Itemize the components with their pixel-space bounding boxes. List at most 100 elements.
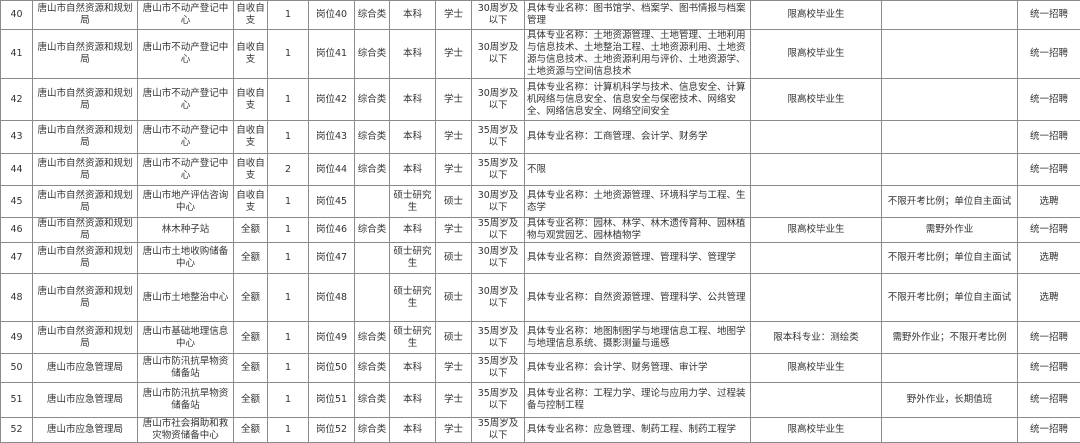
cell-post: 岗位45 xyxy=(309,186,355,218)
cell-post: 岗位52 xyxy=(309,418,355,443)
cell-major: 具体专业名称：土地资源管理、土地管理、土地利用与信息技术、土地整治工程、土地资源… xyxy=(525,30,751,79)
cell-post: 岗位44 xyxy=(309,154,355,186)
cell-note: 不限开考比例；单位自主面试 xyxy=(882,274,1018,322)
cell-education: 硕士研究生 xyxy=(390,243,436,274)
cell-funding: 自收自支 xyxy=(234,1,268,30)
cell-count: 1 xyxy=(268,121,309,154)
cell-age: 35周岁及以下 xyxy=(472,383,525,418)
cell-post: 岗位47 xyxy=(309,243,355,274)
cell-no: 49 xyxy=(1,322,33,354)
cell-count: 1 xyxy=(268,383,309,418)
cell-degree: 硕士 xyxy=(436,186,472,218)
cell-funding: 自收自支 xyxy=(234,30,268,79)
cell-unit: 林木种子站 xyxy=(138,218,234,243)
cell-category: 综合类 xyxy=(355,121,390,154)
cell-other xyxy=(751,243,882,274)
cell-degree: 硕士 xyxy=(436,274,472,322)
cell-age: 30周岁及以下 xyxy=(472,1,525,30)
cell-dept: 唐山市自然资源和规划局 xyxy=(33,274,138,322)
cell-major: 具体专业名称：工程力学、理论与应用力学、过程装备与控制工程 xyxy=(525,383,751,418)
cell-method: 统一招聘 xyxy=(1018,30,1080,79)
cell-method: 选聘 xyxy=(1018,243,1080,274)
cell-major: 具体专业名称：地图制图学与地理信息工程、地图学与地理信息系统、摄影测量与遥感 xyxy=(525,322,751,354)
cell-dept: 唐山市应急管理局 xyxy=(33,418,138,443)
cell-unit: 唐山市防汛抗旱物资储备站 xyxy=(138,354,234,383)
cell-other xyxy=(751,154,882,186)
cell-other xyxy=(751,383,882,418)
cell-other xyxy=(751,186,882,218)
cell-post: 岗位41 xyxy=(309,30,355,79)
cell-major: 具体专业名称：自然资源管理、管理科学、公共管理 xyxy=(525,274,751,322)
cell-education: 本科 xyxy=(390,418,436,443)
cell-degree: 学士 xyxy=(436,30,472,79)
cell-note xyxy=(882,30,1018,79)
cell-no: 43 xyxy=(1,121,33,154)
cell-major: 具体专业名称：会计学、财务管理、审计学 xyxy=(525,354,751,383)
cell-count: 1 xyxy=(268,79,309,121)
cell-note xyxy=(882,79,1018,121)
cell-post: 岗位49 xyxy=(309,322,355,354)
cell-age: 35周岁及以下 xyxy=(472,154,525,186)
cell-age: 30周岁及以下 xyxy=(472,30,525,79)
cell-unit: 唐山市不动产登记中心 xyxy=(138,79,234,121)
cell-age: 35周岁及以下 xyxy=(472,418,525,443)
cell-degree: 学士 xyxy=(436,1,472,30)
cell-unit: 唐山市防汛抗旱物资储备站 xyxy=(138,383,234,418)
cell-degree: 学士 xyxy=(436,354,472,383)
cell-category: 综合类 xyxy=(355,154,390,186)
cell-note: 野外作业，长期值班 xyxy=(882,383,1018,418)
cell-degree: 学士 xyxy=(436,121,472,154)
cell-other xyxy=(751,121,882,154)
cell-category: 综合类 xyxy=(355,79,390,121)
cell-funding: 自收自支 xyxy=(234,186,268,218)
cell-no: 40 xyxy=(1,1,33,30)
cell-note xyxy=(882,1,1018,30)
cell-education: 本科 xyxy=(390,383,436,418)
cell-note xyxy=(882,354,1018,383)
cell-dept: 唐山市自然资源和规划局 xyxy=(33,1,138,30)
cell-count: 1 xyxy=(268,418,309,443)
cell-count: 1 xyxy=(268,1,309,30)
cell-no: 50 xyxy=(1,354,33,383)
cell-education: 本科 xyxy=(390,1,436,30)
cell-major: 具体专业名称：园林、林学、林木遗传育种、园林植物与观赏园艺、园林植物学 xyxy=(525,218,751,243)
cell-age: 30周岁及以下 xyxy=(472,274,525,322)
cell-other: 限高校毕业生 xyxy=(751,79,882,121)
cell-education: 本科 xyxy=(390,218,436,243)
cell-age: 30周岁及以下 xyxy=(472,79,525,121)
cell-funding: 全额 xyxy=(234,274,268,322)
cell-major: 具体专业名称：土地资源管理、环境科学与工程、生态学 xyxy=(525,186,751,218)
cell-dept: 唐山市自然资源和规划局 xyxy=(33,218,138,243)
cell-method: 统一招聘 xyxy=(1018,218,1080,243)
cell-funding: 全额 xyxy=(234,354,268,383)
cell-dept: 唐山市应急管理局 xyxy=(33,354,138,383)
cell-note: 不限开考比例；单位自主面试 xyxy=(882,243,1018,274)
cell-unit: 唐山市不动产登记中心 xyxy=(138,30,234,79)
cell-other: 限高校毕业生 xyxy=(751,30,882,79)
cell-post: 岗位51 xyxy=(309,383,355,418)
cell-no: 47 xyxy=(1,243,33,274)
cell-note: 需野外作业；不限开考比例 xyxy=(882,322,1018,354)
cell-category: 综合类 xyxy=(355,322,390,354)
cell-dept: 唐山市应急管理局 xyxy=(33,383,138,418)
cell-no: 41 xyxy=(1,30,33,79)
cell-unit: 唐山市不动产登记中心 xyxy=(138,154,234,186)
cell-major: 不限 xyxy=(525,154,751,186)
cell-unit: 唐山市土地整治中心 xyxy=(138,274,234,322)
cell-other: 限本科专业：测绘类 xyxy=(751,322,882,354)
cell-other: 限高校毕业生 xyxy=(751,354,882,383)
cell-funding: 自收自支 xyxy=(234,121,268,154)
cell-method: 统一招聘 xyxy=(1018,1,1080,30)
cell-method: 选聘 xyxy=(1018,186,1080,218)
cell-no: 42 xyxy=(1,79,33,121)
cell-degree: 硕士 xyxy=(436,243,472,274)
